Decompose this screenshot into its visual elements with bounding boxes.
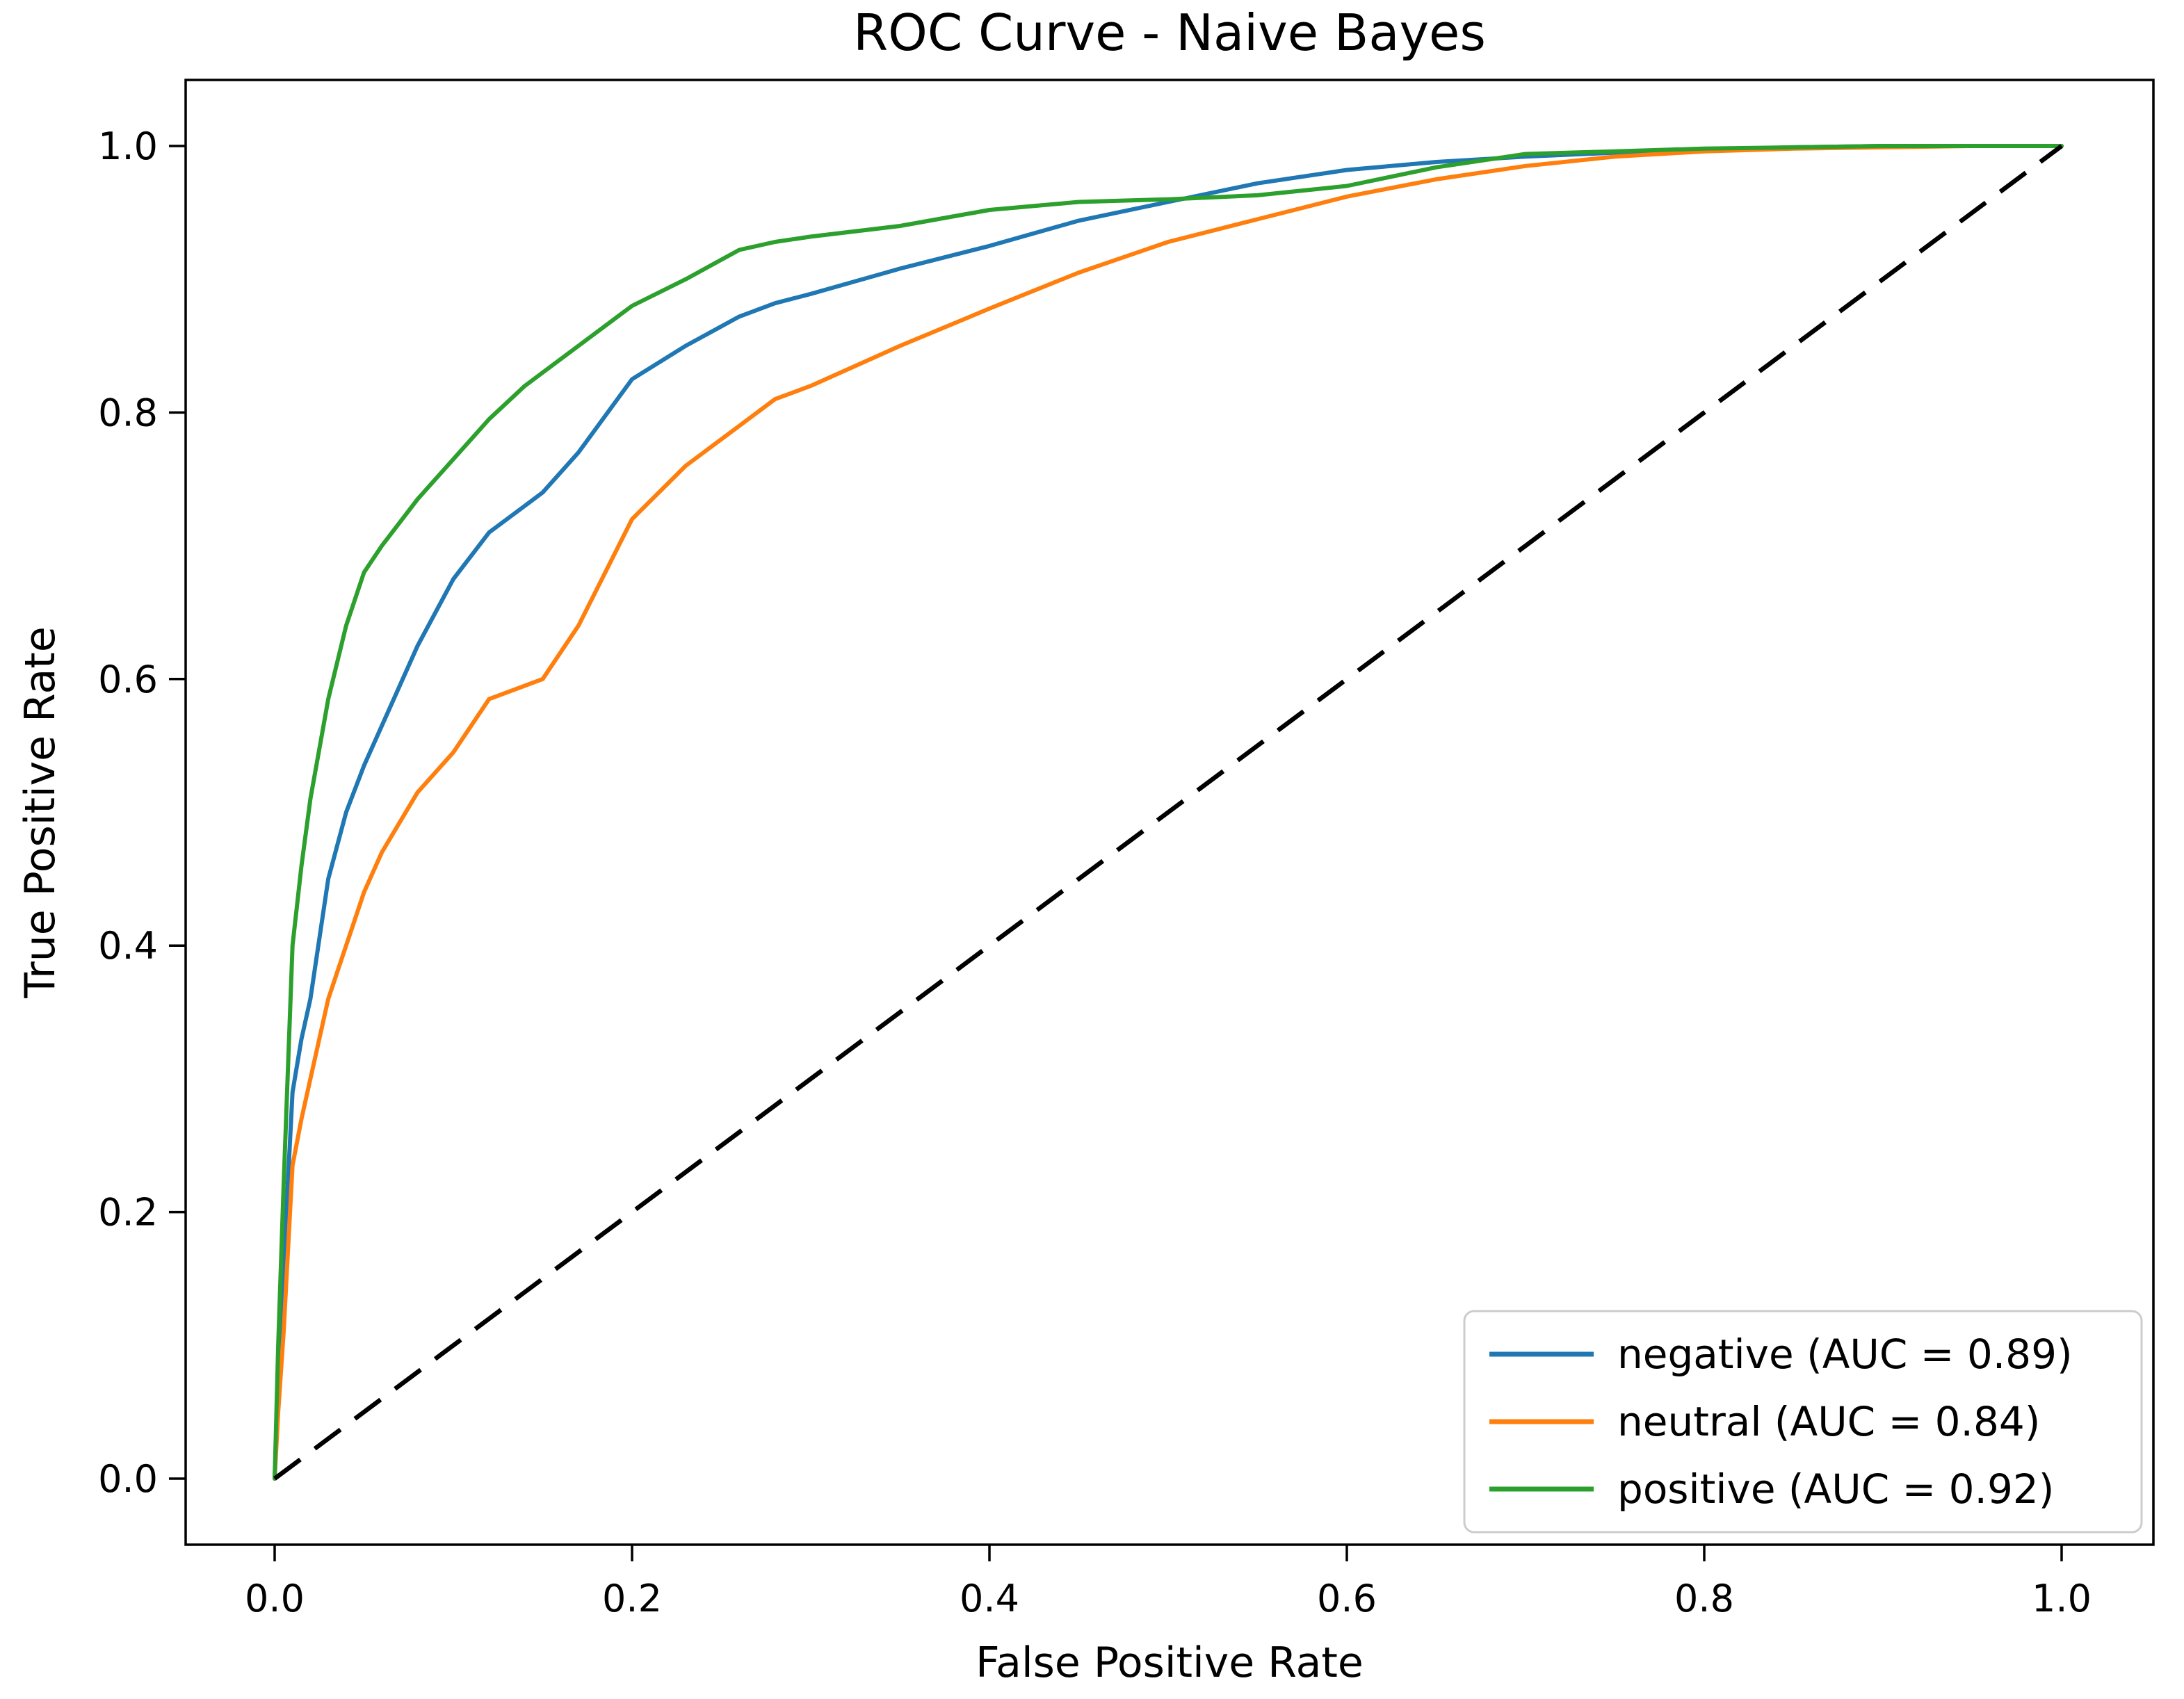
- roc-curve-positive: [273, 144, 2064, 1481]
- x-tick-label: 0.2: [602, 1577, 662, 1620]
- x-tick-label: 1.0: [2032, 1577, 2092, 1620]
- legend-label-neutral: neutral (AUC = 0.84): [1617, 1398, 2040, 1445]
- y-axis-label: True Positive Rate: [16, 626, 65, 998]
- chart-title: ROC Curve - Naive Bayes: [853, 3, 1486, 62]
- x-tick-label: 0.0: [245, 1577, 305, 1620]
- x-tick-label: 0.6: [1317, 1577, 1377, 1620]
- legend-entry-negative: negative (AUC = 0.89): [1489, 1331, 2073, 1378]
- x-tick-label: 0.8: [1674, 1577, 1734, 1620]
- roc-curve-negative: [273, 144, 2064, 1481]
- y-tick-label: 0.0: [98, 1457, 158, 1501]
- legend-box: [1463, 1310, 2143, 1534]
- y-tick-label: 0.2: [98, 1191, 158, 1235]
- y-tick-label: 0.4: [98, 924, 158, 968]
- y-tick-label: 0.8: [98, 391, 158, 434]
- x-tick-label: 0.4: [960, 1577, 1019, 1620]
- legend-label-negative: negative (AUC = 0.89): [1617, 1331, 2073, 1378]
- legend: negative (AUC = 0.89) neutral (AUC = 0.84…: [1463, 1310, 2143, 1534]
- x-axis-label: False Positive Rate: [976, 1639, 1364, 1687]
- y-tick-label: 1.0: [98, 124, 158, 168]
- roc-curve-neutral: [273, 144, 2064, 1481]
- legend-entry-neutral: neutral (AUC = 0.84): [1489, 1398, 2040, 1445]
- legend-entry-positive: positive (AUC = 0.92): [1489, 1465, 2054, 1513]
- legend-label-positive: positive (AUC = 0.92): [1617, 1465, 2054, 1513]
- y-tick-label: 0.6: [98, 658, 158, 701]
- chance-diagonal: [273, 144, 2063, 1481]
